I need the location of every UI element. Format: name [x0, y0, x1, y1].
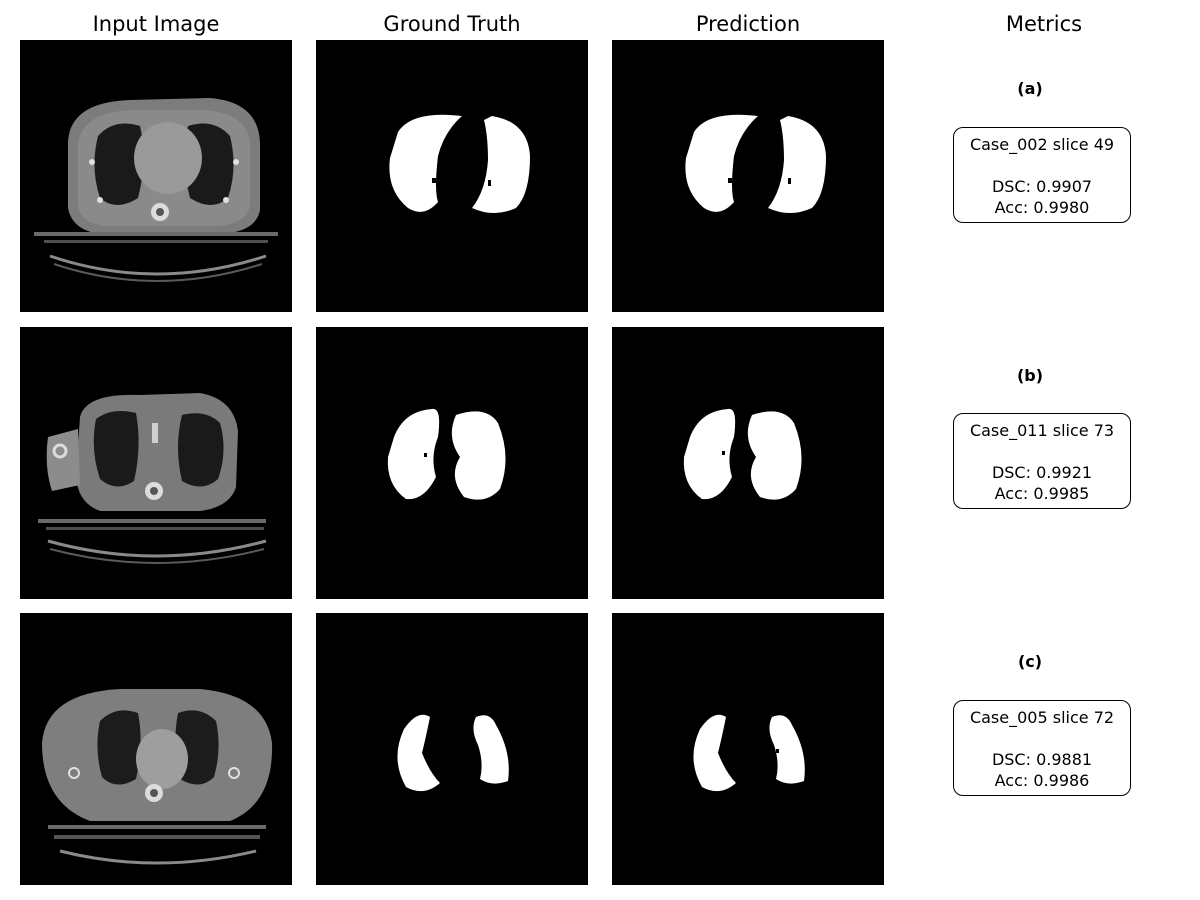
ct-image-c [20, 613, 292, 885]
column-title-input: Input Image [92, 12, 220, 36]
prediction-mask-a [612, 40, 884, 312]
metrics-box-a: Case_002 slice 49 DSC: 0.9907 Acc: 0.998… [953, 127, 1131, 223]
row-label-c: (c) [1017, 652, 1043, 671]
acc-value: Acc: 0.9985 [994, 484, 1090, 503]
prediction-mask-c [612, 613, 884, 885]
column-title-metrics: Metrics [1005, 12, 1083, 36]
dsc-value: DSC: 0.9921 [991, 463, 1093, 482]
ct-image-b [20, 327, 292, 599]
ground-truth-mask-c [316, 613, 588, 885]
case-slice-label: Case_002 slice 49 [969, 135, 1115, 154]
acc-value: Acc: 0.9986 [994, 771, 1090, 790]
column-title-prediction: Prediction [695, 12, 801, 36]
acc-value: Acc: 0.9980 [994, 198, 1090, 217]
case-slice-label: Case_011 slice 73 [969, 421, 1115, 440]
ct-image-a [20, 40, 292, 312]
ground-truth-mask-b [316, 327, 588, 599]
prediction-mask-b [612, 327, 884, 599]
row-label-b: (b) [1016, 366, 1044, 385]
metrics-box-b: Case_011 slice 73 DSC: 0.9921 Acc: 0.998… [953, 413, 1131, 509]
ground-truth-mask-a [316, 40, 588, 312]
case-slice-label: Case_005 slice 72 [969, 708, 1115, 727]
column-title-ground-truth: Ground Truth [383, 12, 521, 36]
dsc-value: DSC: 0.9907 [991, 177, 1093, 196]
row-label-a: (a) [1017, 79, 1043, 98]
dsc-value: DSC: 0.9881 [991, 750, 1093, 769]
metrics-box-c: Case_005 slice 72 DSC: 0.9881 Acc: 0.998… [953, 700, 1131, 796]
